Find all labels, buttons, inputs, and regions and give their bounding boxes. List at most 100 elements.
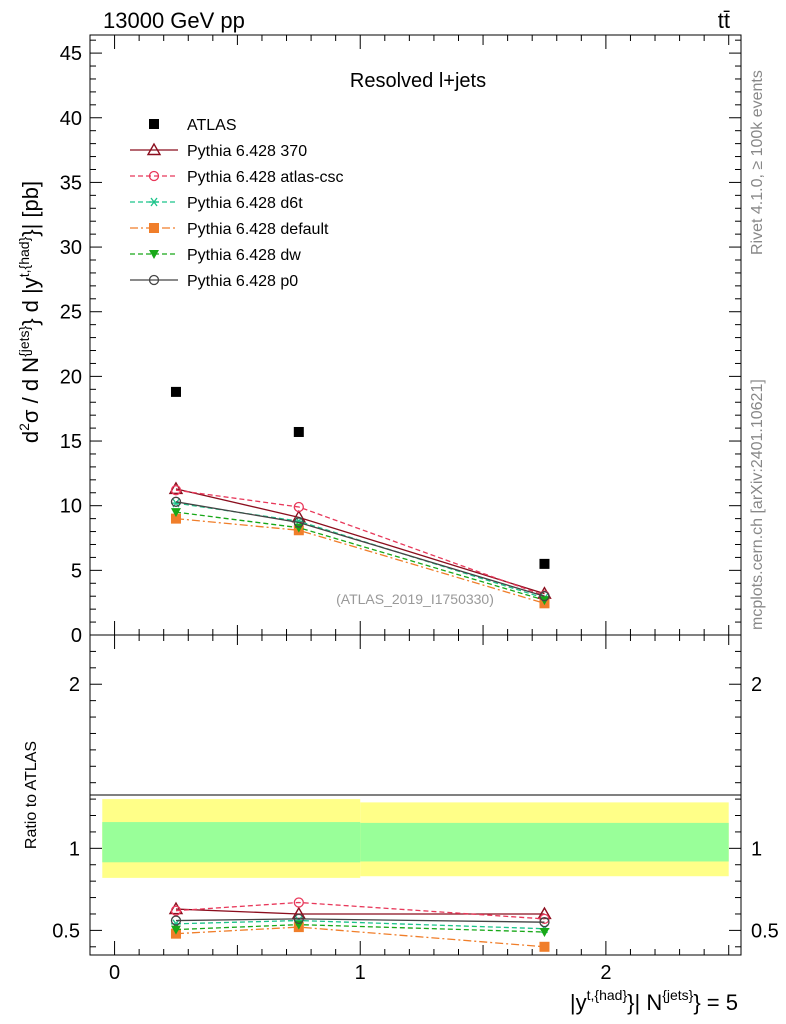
ylabel-supt: t,{had} — [16, 236, 32, 277]
legend-item: Pythia 6.428 dw — [130, 247, 301, 264]
series-line — [175, 489, 545, 597]
legend-marker — [149, 250, 159, 259]
ratio-point — [170, 925, 181, 935]
x-tick-label: 2 — [600, 962, 611, 984]
main-y-tick-label: 0 — [71, 625, 82, 647]
main-y-tick-label: 20 — [60, 366, 82, 388]
xlabel-supt: t,{had} — [587, 987, 628, 1003]
ratio-point — [293, 897, 304, 908]
main-y-tick-label: 30 — [60, 237, 82, 259]
main-y-tick-label: 15 — [60, 431, 82, 453]
legend: ATLAS Pythia 6.428 370 Pythia 6.428 atlas-… — [130, 117, 344, 290]
analysis-watermark: (ATLAS_2019_I1750330) — [336, 591, 494, 607]
ratio-point — [170, 915, 182, 926]
data-point — [293, 426, 304, 437]
legend-marker — [149, 119, 159, 129]
ratio-axes: 0.5 0.5 1 1 2 2 0 1 2 — [52, 634, 779, 984]
series-line — [175, 501, 545, 597]
legend-label: Pythia 6.428 dw — [187, 247, 301, 264]
main-y-tick-label: 35 — [60, 172, 82, 194]
legend-label: ATLAS — [187, 117, 237, 134]
ratio-line — [175, 918, 545, 923]
legend-item: ATLAS — [149, 117, 237, 134]
legend-item: Pythia 6.428 d6t — [130, 195, 303, 212]
xlabel-end: } = 5 — [693, 990, 738, 1015]
xlabel-mid: }| N — [627, 990, 662, 1015]
legend-item: Pythia 6.428 default — [130, 221, 329, 238]
data-point — [170, 513, 181, 524]
ylabel-d2: d — [18, 431, 43, 443]
uncertainty-band — [102, 822, 361, 863]
ratio-frame — [89, 634, 742, 956]
data-point — [168, 481, 184, 495]
legend-item: Pythia 6.428 atlas-csc — [130, 169, 344, 186]
ratio-series-pythia-6-428-370 — [168, 901, 552, 920]
ratio-y-tick-label: 0.5 — [52, 920, 80, 942]
main-panel: 0 5 10 15 20 25 30 35 40 45 Resolved l+jets (ATLA… — [16, 34, 742, 647]
legend-marker — [149, 197, 159, 207]
ratio-y-tick-label: 1 — [69, 838, 80, 860]
main-axes: 0 5 10 15 20 25 30 35 40 45 — [60, 35, 741, 647]
main-y-label: d2σ / d N{jets}} d |yt,{had}}| [pb] — [16, 181, 43, 443]
ratio-y-label: Ratio to ATLAS — [23, 741, 40, 849]
series-pythia-6-428-atlas-csc — [170, 485, 550, 601]
series-pythia-6-428-d6t — [170, 498, 550, 603]
xlabel-supjets: {jets} — [662, 987, 693, 1003]
ratio-panel: 0.5 0.5 1 1 2 2 0 1 2 Ratio to ATLAS |yt,{had}}|… — [23, 634, 779, 1015]
main-y-tick-label: 10 — [60, 496, 82, 518]
legend-label: Pythia 6.428 default — [187, 221, 329, 238]
x-tick-label: 1 — [355, 962, 366, 984]
series-atlas — [170, 386, 550, 569]
data-point — [539, 591, 550, 602]
ratio-line — [175, 908, 545, 915]
ratio-series-pythia-6-428-atlas-csc — [170, 897, 550, 925]
rivet-version-note: Rivet 4.1.0, ≥ 100k events — [749, 70, 766, 255]
ratio-point — [293, 913, 304, 925]
ratio-series — [168, 897, 552, 952]
ratio-point — [539, 941, 550, 952]
mcplots-note: mcplots.cern.ch [arXiv:2401.10621] — [749, 379, 766, 630]
ratio-series-pythia-6-428-p0 — [170, 913, 550, 928]
series-line — [175, 488, 545, 595]
ylabel-sup2: 2 — [16, 423, 32, 431]
asterisk-stroke — [150, 197, 158, 207]
ratio-bands — [102, 799, 729, 878]
data-point — [170, 386, 181, 397]
main-y-tick-label: 25 — [60, 302, 82, 324]
ratio-y-tick-label-right: 2 — [751, 674, 762, 696]
data-point — [293, 517, 304, 528]
legend-label: Pythia 6.428 370 — [187, 143, 307, 160]
x-tick-label: 0 — [109, 962, 120, 984]
legend-label: Pythia 6.428 atlas-csc — [187, 169, 344, 186]
data-point — [170, 496, 182, 507]
ratio-point — [539, 928, 550, 938]
legend-marker — [148, 274, 160, 286]
header-process-label: tt̄ — [718, 8, 730, 33]
main-title: Resolved l+jets — [350, 70, 486, 92]
main-y-tick-label: 45 — [60, 43, 82, 65]
data-point — [293, 501, 304, 513]
x-axis-label: |yt,{had}}| N{jets}} = 5 — [570, 987, 738, 1015]
ratio-y-tick-label: 2 — [69, 674, 80, 696]
legend-marker — [149, 223, 159, 233]
header-energy-label: 13000 GeV pp — [103, 8, 245, 33]
ratio-y-tick-label-right: 0.5 — [751, 920, 779, 942]
uncertainty-band — [360, 822, 729, 862]
ratio-point — [170, 905, 182, 916]
main-y-tick-label: 40 — [60, 108, 82, 130]
ylabel-sigma: σ / d N — [18, 357, 43, 423]
legend-item: Pythia 6.428 p0 — [130, 273, 298, 290]
main-series — [168, 386, 552, 609]
legend-item: Pythia 6.428 370 — [130, 142, 307, 160]
ratio-point — [539, 913, 550, 925]
ylabel-supjets: {jets} — [16, 325, 32, 356]
legend-marker — [148, 170, 160, 182]
legend-label: Pythia 6.428 p0 — [187, 273, 298, 290]
series-pythia-6-428-p0 — [170, 496, 550, 602]
ratio-y-tick-label-right: 1 — [751, 838, 762, 860]
data-point — [170, 508, 181, 518]
ylabel-unit: }| [pb] — [18, 181, 43, 237]
xlabel-y: |y — [570, 990, 587, 1015]
legend-label: Pythia 6.428 d6t — [187, 195, 303, 212]
